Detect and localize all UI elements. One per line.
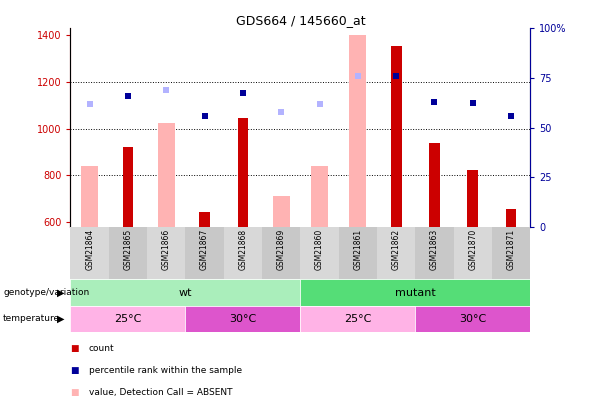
Text: 25°C: 25°C [344, 314, 371, 324]
Text: GSM21860: GSM21860 [315, 228, 324, 270]
Text: GSM21865: GSM21865 [123, 228, 132, 270]
Text: GSM21863: GSM21863 [430, 228, 439, 270]
Bar [311, 166, 328, 227]
Bar [300, 227, 338, 279]
Text: ▶: ▶ [57, 288, 64, 298]
Text: ■: ■ [70, 344, 79, 353]
Bar [70, 306, 186, 332]
Bar [391, 46, 402, 227]
Text: ▶: ▶ [57, 314, 64, 324]
Bar [186, 306, 300, 332]
Bar [262, 227, 300, 279]
Text: GSM21869: GSM21869 [276, 228, 286, 270]
Bar [454, 227, 492, 279]
Text: temperature: temperature [3, 314, 60, 324]
Bar [186, 227, 224, 279]
Bar [158, 123, 175, 227]
Text: GSM21866: GSM21866 [162, 228, 171, 270]
Bar [199, 212, 210, 227]
Text: mutant: mutant [395, 288, 436, 298]
Bar [70, 279, 300, 306]
Bar [506, 209, 516, 227]
Text: GSM21864: GSM21864 [85, 228, 94, 270]
Bar [416, 306, 530, 332]
Text: wt: wt [178, 288, 192, 298]
Text: GSM21862: GSM21862 [392, 228, 401, 269]
Title: GDS664 / 145660_at: GDS664 / 145660_at [235, 14, 365, 27]
Bar [349, 35, 367, 227]
Bar [338, 227, 377, 279]
Text: ■: ■ [70, 388, 79, 397]
Text: GSM21867: GSM21867 [200, 228, 209, 270]
Bar [147, 227, 186, 279]
Bar [123, 147, 134, 227]
Text: genotype/variation: genotype/variation [3, 288, 89, 297]
Text: 30°C: 30°C [229, 314, 256, 324]
Text: GSM21861: GSM21861 [353, 228, 362, 269]
Bar [429, 143, 440, 227]
Bar [467, 170, 478, 227]
Bar [377, 227, 416, 279]
Text: value, Detection Call = ABSENT: value, Detection Call = ABSENT [89, 388, 232, 397]
Text: GSM21871: GSM21871 [506, 228, 516, 269]
Bar [273, 196, 290, 227]
Bar [224, 227, 262, 279]
Bar [109, 227, 147, 279]
Text: 25°C: 25°C [114, 314, 142, 324]
Text: count: count [89, 344, 115, 353]
Text: 30°C: 30°C [459, 314, 486, 324]
Text: GSM21870: GSM21870 [468, 228, 478, 270]
Text: ■: ■ [70, 366, 79, 375]
Bar [300, 306, 416, 332]
Text: percentile rank within the sample: percentile rank within the sample [89, 366, 242, 375]
Bar [492, 227, 530, 279]
Bar [416, 227, 454, 279]
Text: GSM21868: GSM21868 [238, 228, 248, 269]
Bar [70, 227, 109, 279]
Bar [238, 118, 248, 227]
Bar [81, 166, 98, 227]
Bar [300, 279, 530, 306]
